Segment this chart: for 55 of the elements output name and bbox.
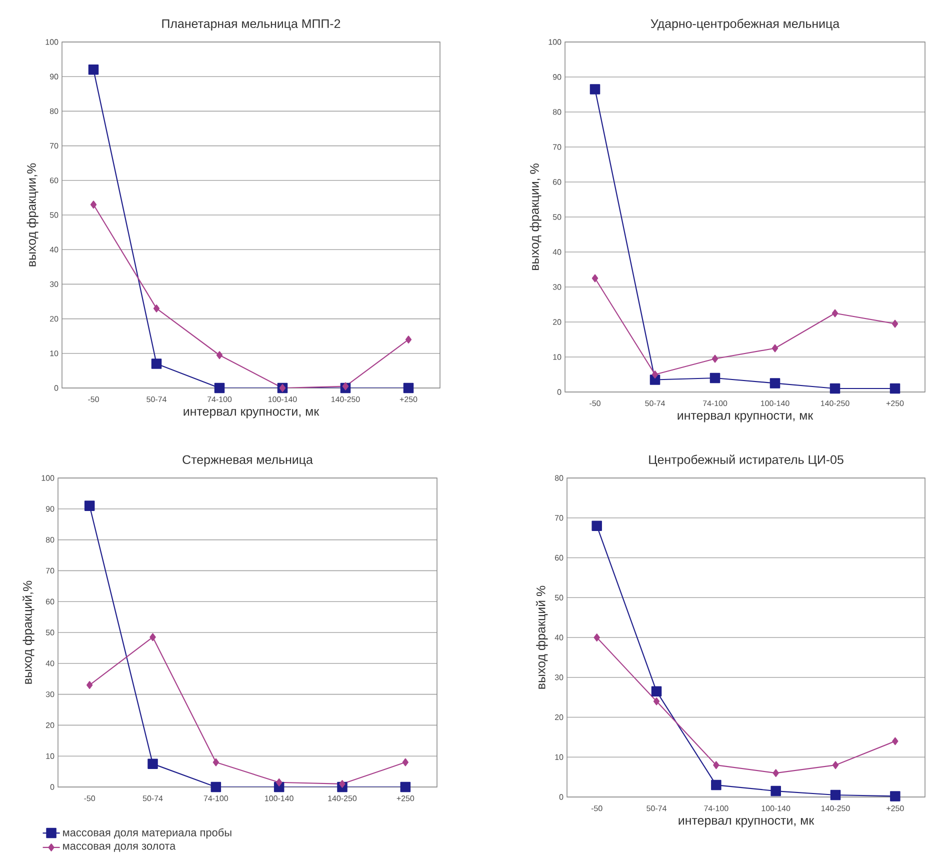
- point: [772, 344, 778, 352]
- point: [405, 336, 412, 344]
- legend-label: массовая доля золота: [63, 844, 176, 852]
- point: [153, 304, 160, 312]
- point: [832, 761, 839, 770]
- point: [86, 681, 93, 689]
- point: [342, 382, 349, 390]
- point: [830, 383, 840, 394]
- point: [892, 320, 898, 328]
- point: [212, 758, 220, 766]
- x-axis-title: интервал крупности, мк: [678, 412, 814, 422]
- point: [402, 758, 409, 766]
- chart-title: Стержневая мельница: [182, 455, 313, 466]
- point: [594, 634, 600, 642]
- y-axis-title: выход фракций,%: [22, 580, 34, 684]
- point: [830, 790, 841, 800]
- point: [890, 383, 900, 394]
- point: [148, 758, 158, 769]
- point: [590, 84, 600, 94]
- point: [400, 782, 411, 792]
- point: [770, 378, 780, 388]
- x-axis-title: интервал крупности, мк: [678, 818, 814, 828]
- point: [652, 370, 658, 378]
- point: [890, 791, 900, 802]
- point: [711, 780, 722, 790]
- point: [712, 354, 718, 363]
- point: [832, 309, 838, 318]
- point: [710, 372, 720, 384]
- point: [90, 200, 97, 209]
- point: [84, 500, 95, 511]
- x-axis-title: интервал крупности, мк: [184, 408, 320, 418]
- point: [216, 351, 223, 360]
- point: [276, 778, 282, 786]
- legend-label: массовая доля материала пробы: [63, 828, 232, 839]
- point: [214, 382, 225, 394]
- point: [88, 64, 99, 75]
- point: [592, 274, 598, 282]
- point: [403, 382, 414, 394]
- point: [770, 786, 781, 796]
- chart-title: Планетарная мельница МПП-2: [162, 19, 340, 30]
- y-axis-title: выход фракций %: [536, 586, 548, 689]
- point: [772, 769, 779, 778]
- point: [653, 697, 660, 706]
- point: [151, 358, 162, 369]
- chart-title: Ударно-центробежная мельница: [650, 18, 840, 30]
- point: [713, 761, 720, 770]
- y-axis-title: выход фракции,%: [26, 163, 38, 266]
- y-axis-title: выход фракции, %: [530, 164, 542, 270]
- point: [339, 780, 346, 788]
- point: [150, 633, 156, 642]
- point: [651, 686, 662, 696]
- chart-title: Центробежный истиратель ЦИ-05: [649, 454, 844, 467]
- point: [592, 520, 602, 531]
- point: [892, 737, 898, 746]
- point: [210, 782, 222, 792]
